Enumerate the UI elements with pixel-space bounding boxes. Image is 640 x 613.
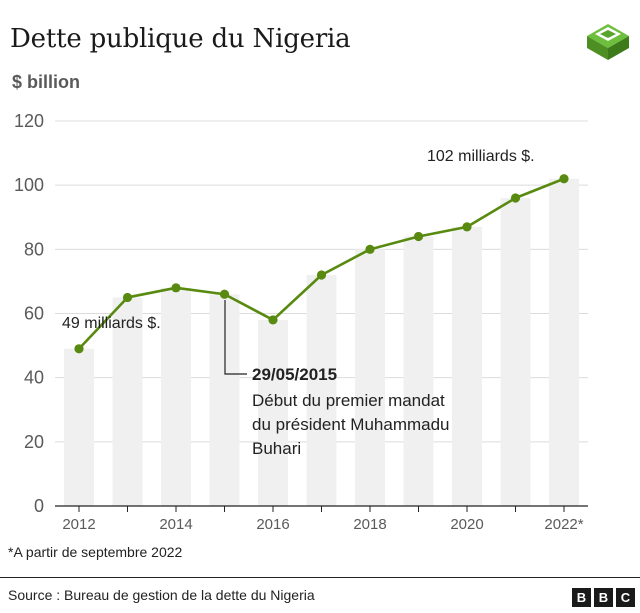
axes: 0 20 40 60 80 100 120 2012 2014 2016 2018 2020 2022* bbox=[14, 111, 588, 533]
bbc-visual-journalism-logo-icon bbox=[587, 24, 629, 60]
x-tick-label: 2020 bbox=[450, 516, 483, 533]
x-tick-label: 2022* bbox=[544, 516, 583, 533]
annotation-start-value: 49 milliards $. bbox=[62, 315, 161, 332]
background-bar bbox=[306, 275, 337, 506]
background-bar bbox=[500, 198, 531, 506]
data-point bbox=[559, 174, 569, 184]
data-point bbox=[74, 344, 84, 354]
source-credit: Source : Bureau de gestion de la dette d… bbox=[8, 587, 315, 603]
annotation-event-line-2: du président Muhammadu bbox=[252, 415, 450, 434]
y-axis-unit-label: $ billion bbox=[12, 72, 81, 92]
y-tick-label: 20 bbox=[24, 432, 44, 452]
footnote: *A partir de septembre 2022 bbox=[8, 544, 183, 560]
chart-area: 0 20 40 60 80 100 120 2012 2014 2016 2018 2020 2022*… bbox=[14, 111, 588, 533]
background-bar bbox=[549, 178, 579, 506]
annotation-event-leader-line bbox=[224, 300, 247, 375]
background-bar bbox=[64, 348, 94, 506]
data-point bbox=[219, 289, 230, 299]
data-point bbox=[268, 315, 278, 325]
data-point bbox=[171, 283, 181, 293]
bbc-logo-letter: C bbox=[616, 588, 635, 607]
bbc-logo-letter: B bbox=[572, 588, 591, 607]
data-point bbox=[510, 193, 521, 203]
annotation-event-date: 29/05/2015 bbox=[252, 365, 337, 384]
chart-title: Dette publique du Nigeria bbox=[10, 24, 351, 54]
background-bar bbox=[112, 297, 143, 506]
background-bar bbox=[161, 287, 191, 506]
x-tick-label: 2018 bbox=[353, 516, 386, 533]
background-bar bbox=[355, 249, 385, 507]
x-tick-label: 2014 bbox=[159, 516, 192, 533]
data-point bbox=[122, 292, 133, 303]
y-tick-label: 0 bbox=[34, 496, 44, 516]
y-tick-label: 60 bbox=[24, 304, 44, 324]
x-tick-label: 2016 bbox=[256, 516, 289, 533]
y-tick-label: 120 bbox=[14, 111, 44, 131]
debt-series bbox=[74, 174, 569, 354]
data-point bbox=[413, 231, 424, 242]
bbc-logo: B B C bbox=[572, 588, 635, 607]
footer-divider bbox=[0, 577, 640, 578]
x-tick-label: 2012 bbox=[62, 516, 95, 533]
annotation-end-value: 102 milliards $. bbox=[427, 148, 535, 165]
data-point bbox=[316, 270, 327, 280]
background-bar bbox=[452, 226, 482, 506]
background-bars bbox=[64, 178, 579, 507]
background-bar bbox=[258, 319, 288, 506]
data-point bbox=[462, 222, 472, 232]
data-point bbox=[365, 244, 375, 254]
annotations: 49 milliards $. 102 milliards $. 29/05/2… bbox=[62, 148, 535, 458]
annotation-event-line-3: Buhari bbox=[252, 439, 301, 458]
bbc-logo-letter: B bbox=[594, 588, 613, 607]
y-tick-label: 100 bbox=[14, 175, 44, 195]
annotation-event-line-1: Début du premier mandat bbox=[252, 391, 445, 410]
background-bar bbox=[403, 236, 434, 506]
y-tick-label: 80 bbox=[24, 239, 44, 259]
y-tick-label: 40 bbox=[24, 368, 44, 388]
